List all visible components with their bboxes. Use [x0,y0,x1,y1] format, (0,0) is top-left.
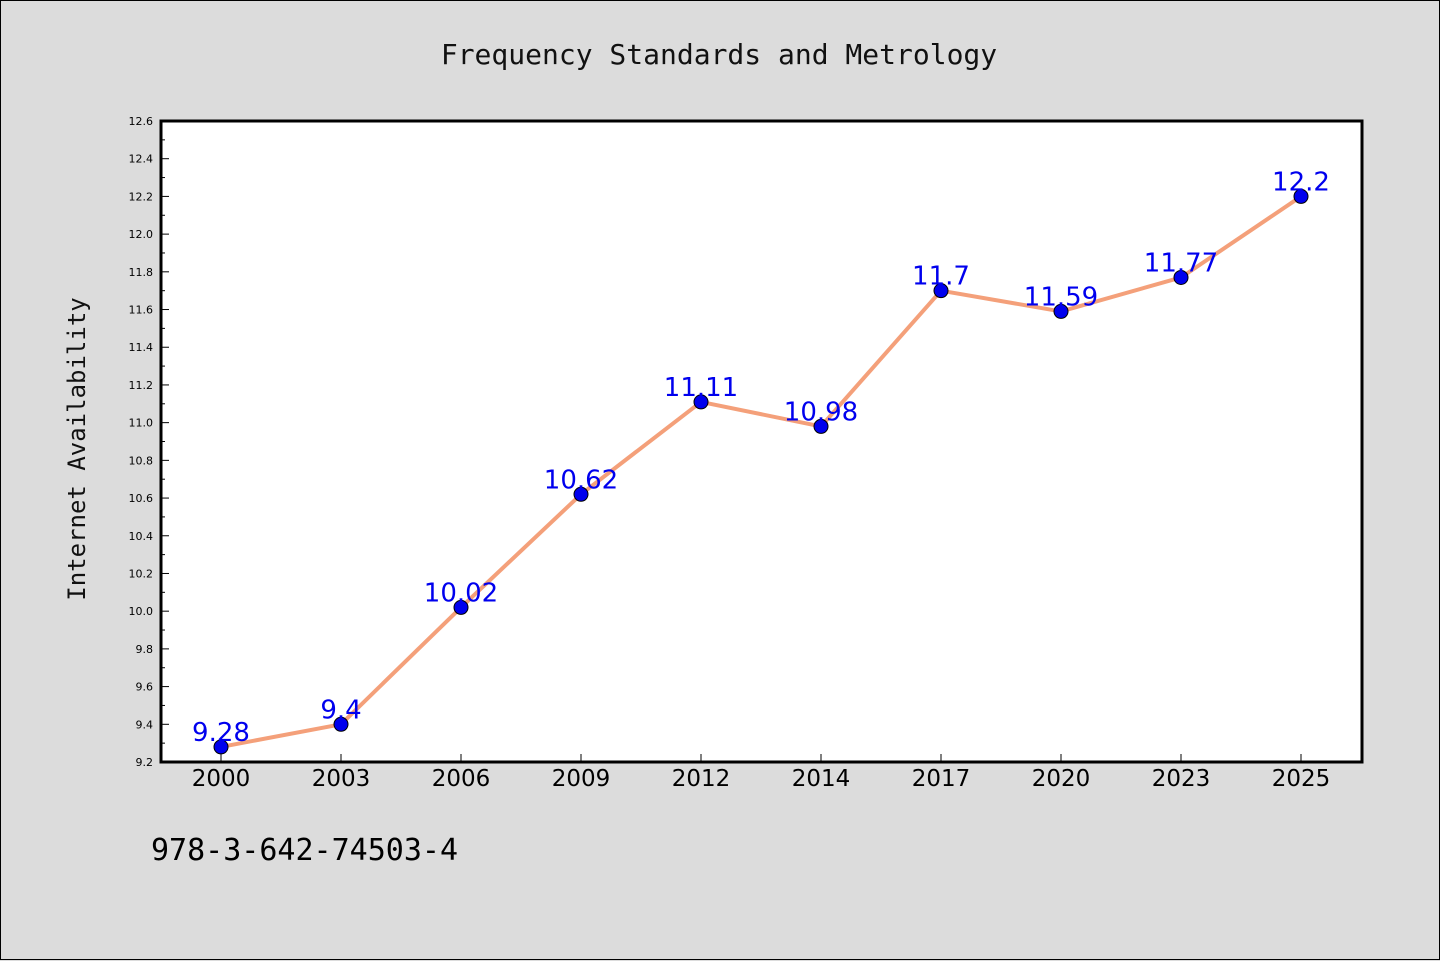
y-tick-label: 10.2 [129,567,154,580]
x-tick-label: 2025 [1272,766,1331,792]
data-point [1053,303,1069,319]
series-layer: 9.28 9.4 10.02 10.62 11.11 10.98 11.7 11.59 11.7… [192,167,1330,755]
data-label: 11.11 [664,373,738,403]
y-tick-label: 11.4 [129,341,154,354]
data-label: 11.7 [912,262,970,292]
data-point [573,486,589,502]
x-tick-label: 2003 [312,766,371,792]
y-tick-label: 12.4 [129,153,154,166]
data-label: 9.4 [320,695,361,725]
y-tick-label: 12.0 [129,228,154,241]
data-label: 10.02 [424,578,498,608]
y-axis-label: Internet Availability [63,297,91,600]
y-tick-label: 12.6 [129,115,154,128]
x-tick-label: 2014 [792,766,851,792]
y-tick-label: 10.0 [129,605,154,618]
y-tick-label: 10.4 [129,530,154,543]
data-point [1293,188,1309,204]
data-label: 10.98 [784,397,858,427]
y-tick-label: 9.2 [136,756,154,769]
y-tick-label: 11.8 [129,266,154,279]
y-tick-label: 11.6 [129,304,154,317]
data-label: 11.59 [1024,282,1098,312]
x-tick-label: 2023 [1152,766,1211,792]
y-tick-label: 10.8 [129,454,154,467]
y-tick-label: 9.6 [136,681,154,694]
x-tick-label: 2017 [912,766,971,792]
data-point [1173,269,1189,285]
data-label: 12.2 [1272,167,1330,197]
y-axis: 9.2 9.4 9.6 9.8 10.0 10.2 10.4 10.6 10.8 11.0 11.2… [129,115,169,769]
isbn-code: 978-3-642-74503-4 [151,833,459,868]
y-tick-label: 11.2 [129,379,154,392]
x-tick-label: 2009 [552,766,611,792]
series-line [219,194,1303,749]
plot-area [159,119,1364,764]
data-point [933,283,949,299]
data-label: 9.28 [192,718,250,748]
y-tick-label: 12.2 [129,190,154,203]
y-tick-label: 10.6 [129,492,154,505]
x-tick-label: 2006 [432,766,491,792]
data-point [213,739,229,755]
x-axis: 2000 2003 2006 2009 2012 2014 2017 2020 2023 2025 [192,754,1331,792]
y-tick-label: 9.4 [136,718,154,731]
data-point [813,418,829,434]
x-tick-label: 2020 [1032,766,1091,792]
x-tick-label: 2000 [192,766,251,792]
data-label: 10.62 [544,465,618,495]
y-tick-label: 11.0 [129,417,154,430]
chart-title: Frequency Standards and Metrology [441,38,997,71]
data-point [333,716,349,732]
data-point [693,394,709,410]
y-tick-label: 9.8 [136,643,154,656]
data-label: 11.77 [1144,248,1218,278]
data-point [453,599,469,615]
x-tick-label: 2012 [672,766,731,792]
